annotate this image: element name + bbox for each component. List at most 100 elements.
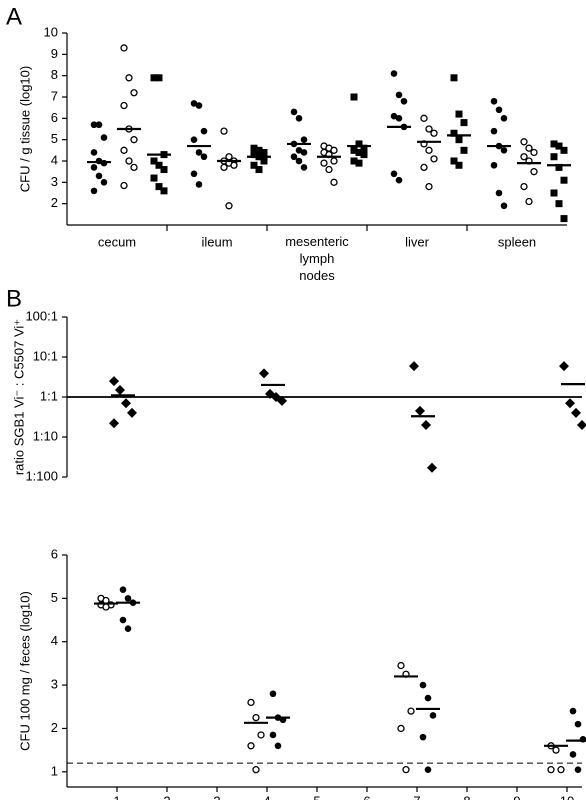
point <box>200 127 208 135</box>
point <box>124 595 132 602</box>
point <box>295 115 303 122</box>
point <box>90 121 98 129</box>
point <box>150 174 158 182</box>
point <box>455 161 463 169</box>
point <box>430 155 438 163</box>
y-tick-label: 6 <box>51 546 58 561</box>
point <box>500 115 508 122</box>
y-tick-label: 5 <box>51 131 58 146</box>
point <box>250 151 258 159</box>
point <box>100 134 108 141</box>
point <box>121 398 131 409</box>
point <box>560 146 568 154</box>
point <box>421 419 431 430</box>
y-axis-label: CFU / g tissue (log10) <box>17 66 32 192</box>
point <box>124 625 132 633</box>
point <box>295 147 303 154</box>
point <box>390 170 398 178</box>
point <box>350 157 358 165</box>
point <box>109 418 119 429</box>
point <box>109 376 119 387</box>
point <box>160 166 168 174</box>
point <box>274 742 282 750</box>
point <box>430 129 438 137</box>
point <box>395 176 403 184</box>
point <box>250 144 258 152</box>
point <box>115 384 125 395</box>
point <box>250 161 258 169</box>
point <box>424 694 432 702</box>
y-tick-label: 5 <box>51 590 58 605</box>
point <box>550 140 558 148</box>
y-tick-label: 1:10 <box>33 428 58 443</box>
y-axis-label: ratio SGB1 Vi⁻ : C5507 Vi⁺ <box>11 319 26 475</box>
point <box>260 157 268 165</box>
point <box>257 731 265 739</box>
point <box>155 161 163 169</box>
point <box>530 148 538 157</box>
point <box>225 202 233 210</box>
point <box>252 713 260 722</box>
point <box>420 163 428 172</box>
point <box>530 168 538 176</box>
point <box>550 153 558 161</box>
x-tick-label: 8 <box>463 793 470 800</box>
y-tick-label: 8 <box>51 67 58 82</box>
x-tick-label: ileum <box>201 234 232 249</box>
y-tick-label: 4 <box>51 633 58 648</box>
x-tick-label: 5 <box>313 793 320 800</box>
point <box>429 712 437 719</box>
point <box>160 187 168 195</box>
point <box>400 97 408 105</box>
point <box>395 115 403 122</box>
point <box>120 44 128 52</box>
x-tick-label: 4 <box>263 793 270 800</box>
point <box>220 127 228 135</box>
point <box>415 405 425 416</box>
point <box>295 157 303 165</box>
point <box>395 91 403 99</box>
point <box>350 93 358 101</box>
y-tick-label: 1 <box>51 763 58 778</box>
x-tick-label: 9 <box>513 793 520 800</box>
point <box>555 200 563 208</box>
point <box>220 163 228 172</box>
y-tick-label: 10 <box>44 24 58 39</box>
point <box>419 733 427 741</box>
y-tick-label: 4 <box>51 152 58 167</box>
y-tick-label: 9 <box>51 46 58 61</box>
point <box>100 179 108 186</box>
y-tick-label: 7 <box>51 88 58 103</box>
point <box>550 189 558 197</box>
point <box>95 172 103 180</box>
point <box>300 149 308 156</box>
point <box>552 746 560 754</box>
point <box>460 119 468 127</box>
point <box>95 121 103 129</box>
point <box>247 698 255 707</box>
point <box>120 181 128 190</box>
y-tick-label: 6 <box>51 110 58 125</box>
point <box>490 97 498 105</box>
point <box>424 766 432 773</box>
y-tick-label: 1:100 <box>25 468 58 483</box>
point <box>500 147 508 154</box>
x-tick-label: spleen <box>498 234 536 249</box>
point <box>425 182 433 191</box>
point <box>90 187 98 195</box>
point <box>195 181 203 188</box>
point <box>120 101 128 110</box>
y-tick-label: 2 <box>51 720 58 735</box>
point <box>355 148 363 156</box>
point <box>490 127 498 135</box>
point <box>425 146 433 154</box>
point <box>325 165 333 174</box>
point <box>409 361 419 372</box>
point <box>355 159 363 167</box>
point <box>102 603 110 611</box>
point <box>559 361 569 372</box>
point <box>130 89 138 97</box>
point <box>425 125 433 133</box>
x-tick-label: 3 <box>213 793 220 800</box>
